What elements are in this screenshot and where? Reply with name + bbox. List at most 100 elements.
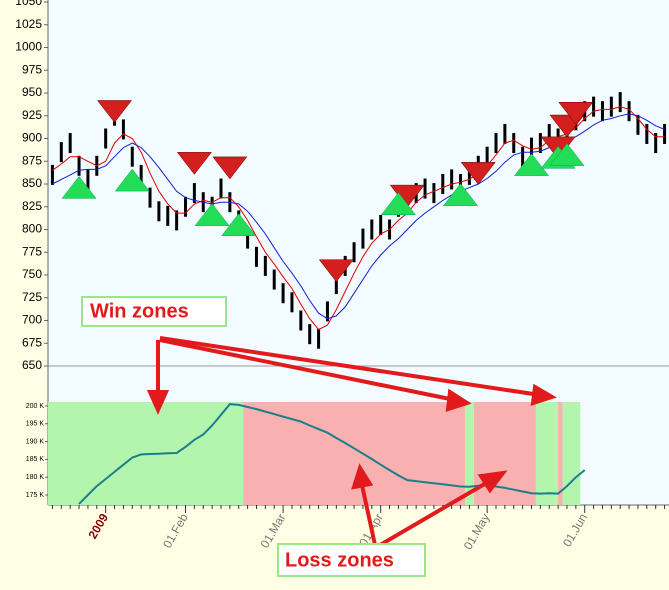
price-bar bbox=[352, 242, 356, 263]
price-bar bbox=[379, 214, 383, 235]
y-tick-label: 725 bbox=[22, 290, 42, 304]
price-bar bbox=[148, 187, 152, 208]
y-tick-label: 1000 bbox=[15, 40, 42, 54]
price-bar bbox=[334, 274, 338, 295]
price-bar bbox=[308, 324, 312, 345]
price-bar bbox=[627, 101, 631, 122]
annotation-box bbox=[277, 543, 426, 577]
sell-signal bbox=[97, 100, 133, 123]
price-bar bbox=[325, 301, 329, 322]
arrow bbox=[360, 484, 377, 546]
price-bar bbox=[254, 246, 258, 267]
zone bbox=[535, 402, 559, 505]
zone bbox=[473, 402, 536, 505]
y-tick-label: 675 bbox=[22, 335, 42, 349]
price-bar bbox=[263, 255, 267, 276]
price-bar bbox=[432, 183, 436, 204]
y-tick-label: 950 bbox=[22, 85, 42, 99]
price-bar bbox=[290, 292, 294, 313]
buy-signal bbox=[221, 213, 257, 236]
price-bar bbox=[104, 128, 108, 149]
buy-signal bbox=[194, 203, 230, 226]
y-tick-label: 1050 bbox=[15, 0, 42, 8]
y-tick-label: 1025 bbox=[15, 17, 42, 31]
price-bar bbox=[645, 123, 649, 144]
price-bar bbox=[77, 155, 81, 176]
annotation: Loss zones bbox=[285, 549, 394, 571]
buy-signal bbox=[114, 168, 150, 192]
y-tick-label: 800 bbox=[22, 222, 42, 236]
price-bar bbox=[503, 123, 507, 144]
price-bar bbox=[494, 133, 498, 154]
y-tick-label: 750 bbox=[22, 267, 42, 281]
annotation: Win zones bbox=[90, 300, 189, 322]
price-bar bbox=[600, 101, 604, 122]
sell-signal bbox=[318, 259, 354, 283]
price-bar bbox=[654, 133, 658, 154]
price-bar bbox=[592, 96, 596, 117]
price-bar bbox=[281, 283, 285, 304]
price-bar bbox=[467, 164, 471, 185]
arrowhead bbox=[477, 470, 508, 494]
price-bar bbox=[175, 210, 179, 231]
price-bar bbox=[130, 146, 134, 167]
sell-signal bbox=[176, 152, 212, 175]
price-bar bbox=[317, 328, 321, 349]
sell-signal bbox=[212, 156, 248, 180]
price-bar bbox=[139, 164, 143, 185]
buy-signal bbox=[380, 192, 416, 215]
arrow bbox=[159, 336, 541, 397]
y-tick-label: 190 K bbox=[26, 438, 45, 445]
price-bar bbox=[618, 92, 622, 113]
price-bar bbox=[50, 164, 54, 185]
y-tick-label: 700 bbox=[22, 313, 42, 327]
price-bar bbox=[512, 133, 516, 154]
price-bar bbox=[441, 174, 445, 194]
y-tick-label: 900 bbox=[22, 131, 42, 145]
price-bar bbox=[521, 146, 525, 167]
price-bar bbox=[636, 114, 640, 135]
arrows bbox=[146, 336, 557, 547]
arrowhead bbox=[445, 388, 472, 412]
y-tick-label: 180 K bbox=[26, 474, 45, 481]
zone bbox=[558, 402, 563, 505]
price-bar bbox=[157, 201, 161, 222]
y-tick-label: 185 K bbox=[26, 456, 45, 463]
price-bar bbox=[192, 183, 196, 204]
y-tick-label: 925 bbox=[22, 108, 42, 122]
price-bar bbox=[166, 205, 170, 226]
y-tick-label: 200 K bbox=[26, 403, 45, 410]
buy-signal bbox=[513, 153, 550, 176]
arrowhead bbox=[530, 383, 557, 406]
sell-signal bbox=[558, 102, 594, 125]
y-tick-label: 175 K bbox=[26, 492, 45, 499]
price-bar bbox=[246, 228, 250, 249]
price-bar bbox=[485, 146, 489, 167]
price-bar bbox=[663, 123, 667, 144]
price-bar bbox=[370, 219, 374, 240]
equity-line bbox=[78, 403, 586, 505]
y-tick-label: 825 bbox=[22, 199, 42, 213]
price-bar bbox=[450, 169, 454, 190]
y-tick-label: 975 bbox=[22, 62, 42, 76]
price-bar bbox=[538, 133, 542, 154]
y-tick-label: 650 bbox=[22, 358, 42, 372]
y-tick-label: 195 K bbox=[26, 421, 45, 428]
price-bar bbox=[547, 123, 551, 144]
arrow bbox=[159, 338, 456, 402]
price-bar bbox=[68, 133, 72, 154]
price-bar bbox=[529, 137, 533, 158]
buy-signal bbox=[549, 143, 585, 166]
zone bbox=[562, 402, 581, 505]
annotation-box bbox=[81, 296, 227, 327]
price-bar bbox=[361, 228, 365, 249]
y-tick-label: 850 bbox=[22, 176, 42, 190]
buy-signal bbox=[61, 175, 97, 199]
price-bar bbox=[423, 178, 427, 199]
zone bbox=[464, 402, 474, 505]
y-tick-label: 875 bbox=[22, 153, 42, 167]
zone bbox=[243, 402, 465, 505]
price-bar bbox=[609, 96, 613, 117]
price-bar bbox=[219, 178, 223, 199]
